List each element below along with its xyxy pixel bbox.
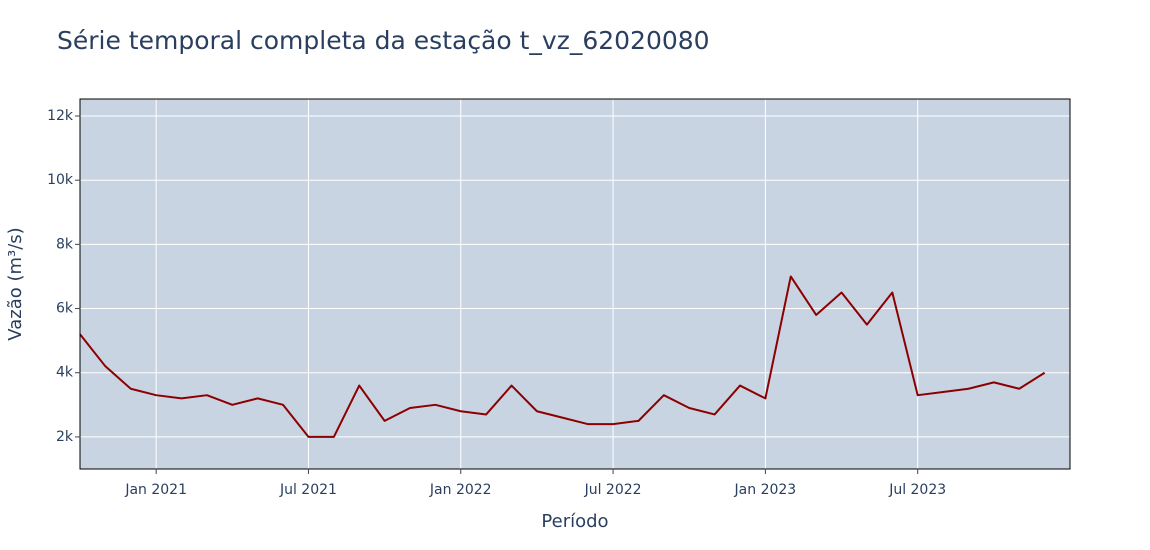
x-axis-title: Período	[541, 511, 608, 532]
x-tick-label: Jul 2022	[584, 482, 642, 498]
y-tick-label: 10k	[47, 172, 74, 188]
lines	[79, 275, 1046, 438]
x-tick-label: Jan 2022	[429, 482, 492, 498]
y-tick-label: 6k	[56, 301, 74, 317]
y-tick-label: 12k	[47, 108, 74, 124]
y-tick-label: 4k	[56, 365, 74, 381]
x-tick-label: Jul 2021	[279, 482, 337, 498]
grid	[80, 99, 1070, 469]
x-tick-label: Jul 2023	[888, 482, 946, 498]
y-axis-title: Vazão (m³/s)	[5, 227, 26, 340]
plot-area	[80, 99, 1070, 469]
chart-title: Série temporal completa da estação t_vz_…	[57, 26, 710, 55]
series-line	[79, 275, 1046, 438]
y-tick-label: 2k	[56, 429, 74, 445]
x-tick-label: Jan 2021	[124, 482, 187, 498]
x-tick-label: Jan 2023	[734, 482, 797, 498]
y-tick-label: 8k	[56, 236, 74, 252]
plot-border	[79, 98, 1071, 470]
